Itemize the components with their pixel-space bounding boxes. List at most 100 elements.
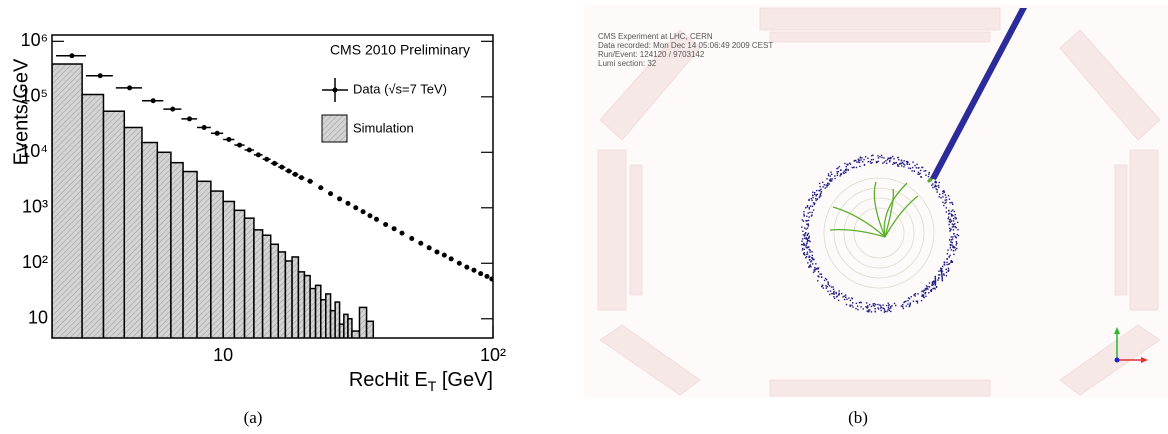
sim-bar [303, 274, 311, 338]
event-info: Lumi section: 32 [598, 59, 657, 68]
hit [817, 275, 819, 277]
hit [861, 157, 863, 159]
data-point [214, 130, 220, 136]
hit [934, 282, 936, 284]
sim-bar [297, 271, 306, 338]
hit [887, 305, 890, 307]
hit [953, 210, 956, 213]
hit [867, 311, 869, 313]
hit [845, 165, 847, 168]
data-point [464, 264, 470, 270]
hit [820, 273, 823, 275]
hit [940, 271, 943, 274]
hit [903, 301, 905, 304]
hit [809, 211, 811, 214]
hit [954, 249, 957, 251]
hit [858, 161, 861, 164]
sim-bar [81, 93, 105, 338]
hit [801, 247, 804, 250]
hit [882, 307, 884, 310]
hit [946, 261, 948, 264]
hit [820, 188, 822, 191]
hit [834, 175, 836, 177]
hit [932, 282, 934, 284]
hit [808, 239, 810, 242]
hit [820, 276, 823, 278]
hit [802, 234, 805, 236]
hit [808, 208, 811, 210]
hit [843, 170, 845, 172]
hit [907, 297, 910, 299]
legend-data-marker [332, 87, 338, 93]
hit [852, 306, 854, 308]
hit [829, 290, 832, 292]
hit [919, 172, 921, 175]
hit [921, 294, 924, 296]
hit [887, 302, 889, 304]
hit [888, 160, 891, 163]
hit [832, 286, 834, 288]
hit [814, 270, 816, 272]
hit [950, 239, 953, 241]
hit [809, 249, 811, 251]
hit [874, 303, 877, 306]
data-point [246, 147, 252, 153]
data-point [307, 178, 313, 184]
data-point [97, 73, 103, 79]
x-title-unit: [GeV] [436, 369, 493, 391]
sim-bar [196, 180, 212, 338]
hit [925, 288, 928, 290]
hit [860, 301, 862, 304]
hit [887, 309, 889, 311]
hit [809, 205, 812, 207]
hit [888, 309, 891, 312]
hit [949, 221, 952, 224]
data-point [255, 152, 261, 158]
hit [955, 236, 957, 238]
plot-area [52, 53, 493, 338]
hit [802, 220, 805, 222]
hit [953, 217, 955, 220]
hit [869, 160, 871, 163]
hit [917, 171, 920, 174]
hit [888, 157, 890, 160]
axis-arrow [1141, 357, 1148, 363]
hit [825, 184, 827, 186]
hit [841, 292, 843, 295]
hit [948, 198, 951, 200]
hit [930, 288, 933, 291]
hit [905, 305, 907, 307]
hit [933, 186, 936, 188]
hit [933, 287, 935, 289]
hit [947, 216, 950, 218]
hit [830, 173, 833, 175]
hit [806, 233, 809, 236]
x-title-sub: T [428, 378, 437, 394]
hit [909, 303, 912, 305]
hit [911, 166, 914, 169]
hit [808, 235, 810, 238]
hit [908, 305, 911, 307]
hit [941, 270, 944, 272]
hit [949, 247, 952, 249]
hit [891, 155, 894, 158]
hit [803, 242, 805, 245]
hit [954, 223, 956, 225]
hit [801, 240, 803, 242]
data-point [170, 106, 176, 112]
hit [893, 162, 896, 165]
hit [949, 243, 951, 246]
hit [888, 308, 890, 310]
hit [950, 241, 952, 243]
hit [811, 194, 814, 197]
hit [804, 254, 806, 256]
hit [824, 187, 826, 189]
hit [828, 183, 831, 185]
hit [801, 226, 803, 228]
sim-bar [291, 256, 300, 338]
hit [849, 304, 851, 306]
hit [913, 293, 916, 296]
hit [804, 233, 806, 235]
hit [947, 213, 950, 215]
hit [928, 286, 931, 288]
